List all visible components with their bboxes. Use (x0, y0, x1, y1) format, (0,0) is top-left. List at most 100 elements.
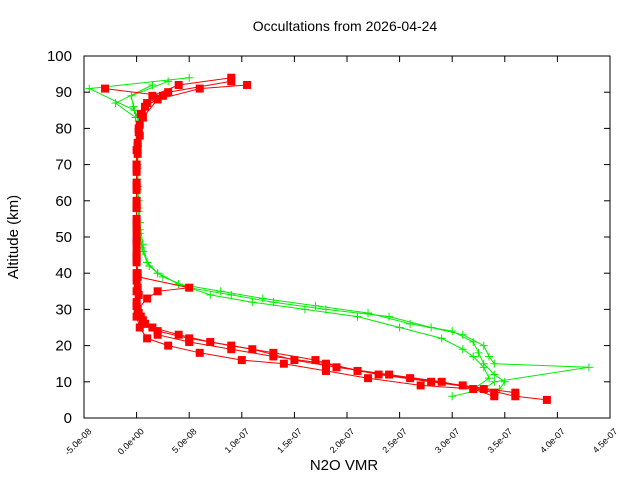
data-point-square (148, 91, 157, 100)
data-point-square (206, 337, 215, 346)
data-point-square (174, 330, 183, 339)
data-point-square (427, 377, 436, 386)
series-layer (85, 73, 593, 404)
data-point-plus (458, 330, 467, 339)
data-point-plus (353, 312, 362, 321)
x-tick-label: 3.0e-07 (433, 426, 462, 455)
x-tick-label: -5.0e-08 (63, 426, 94, 457)
data-point-square (132, 269, 141, 278)
data-point-square (132, 204, 141, 213)
x-tick-label: 4.5e-07 (591, 426, 620, 455)
data-point-square (174, 80, 183, 89)
data-point-square (143, 294, 152, 303)
data-point-plus (490, 359, 499, 368)
data-point-plus (490, 377, 499, 386)
data-point-square (353, 366, 362, 375)
chart-title: Occultations from 2026-04-24 (253, 18, 438, 34)
x-tick-label: 3.5e-07 (486, 426, 515, 455)
data-point-square (406, 374, 415, 383)
data-point-square (101, 84, 110, 93)
data-point-square (227, 73, 236, 82)
data-point-plus (206, 290, 215, 299)
series-1 (101, 73, 551, 404)
data-point-square (458, 381, 467, 390)
data-point-square (479, 385, 488, 394)
data-point-square (141, 102, 150, 111)
data-point-plus (448, 392, 457, 401)
data-point-plus (469, 352, 478, 361)
y-tick-label: 60 (55, 193, 72, 210)
data-point-square (148, 323, 157, 332)
data-point-square (185, 334, 194, 343)
y-axis-label: Altitude (km) (5, 195, 22, 279)
y-tick-label: 80 (55, 120, 72, 137)
data-point-square (132, 182, 141, 191)
data-point-plus (479, 363, 488, 372)
data-point-square (511, 388, 520, 397)
y-tick-label: 10 (55, 374, 72, 391)
data-point-square (195, 84, 204, 93)
data-point-plus (364, 309, 373, 318)
data-point-square (332, 363, 341, 372)
data-point-square (437, 377, 446, 386)
data-point-square (290, 356, 299, 365)
data-point-square (248, 345, 257, 354)
data-point-plus (485, 352, 494, 361)
data-point-square (133, 138, 142, 147)
data-point-square (135, 120, 144, 129)
data-point-square (132, 312, 141, 321)
y-tick-label: 70 (55, 157, 72, 174)
data-point-plus (448, 327, 457, 336)
data-point-square (321, 359, 330, 368)
data-point-plus (584, 363, 593, 372)
data-point-plus (458, 345, 467, 354)
y-tick-label: 40 (55, 265, 72, 282)
data-point-plus (437, 334, 446, 343)
data-point-square (132, 146, 141, 155)
data-point-square (132, 160, 141, 169)
data-point-plus (227, 290, 236, 299)
series-1-profile-1-line (136, 84, 495, 397)
data-point-square (469, 385, 478, 394)
data-point-square (364, 374, 373, 383)
data-point-plus (427, 323, 436, 332)
x-axis-label: N2O VMR (310, 457, 379, 474)
x-tick-label: 0.0e+00 (116, 426, 146, 456)
data-point-plus (216, 287, 225, 296)
data-point-square (385, 370, 394, 379)
data-point-square (153, 327, 162, 336)
data-point-plus (111, 99, 120, 108)
data-point-square (243, 80, 252, 89)
y-tick-label: 50 (55, 229, 72, 246)
data-point-plus (490, 370, 499, 379)
data-point-square (269, 348, 278, 357)
data-point-plus (485, 374, 494, 383)
data-point-square (542, 395, 551, 404)
data-point-plus (500, 377, 509, 386)
data-point-plus (174, 280, 183, 289)
data-point-square (132, 247, 141, 256)
data-point-square (311, 356, 320, 365)
data-point-plus (185, 73, 194, 82)
y-tick-label: 100 (47, 48, 72, 65)
data-point-plus (143, 258, 152, 267)
data-point-square (185, 283, 194, 292)
x-tick-label: 1.0e-07 (223, 426, 252, 455)
series-1-profile-2-line (136, 77, 516, 394)
data-point-square (135, 323, 144, 332)
data-point-plus (406, 319, 415, 328)
data-point-plus (300, 305, 309, 314)
data-point-plus (395, 323, 404, 332)
x-tick-label: 1.5e-07 (275, 426, 304, 455)
data-point-plus (248, 298, 257, 307)
y-tick-label: 90 (55, 84, 72, 101)
data-point-plus (385, 312, 394, 321)
series-0-profile-0-line (130, 80, 506, 394)
x-tick-label: 5.0e-08 (170, 426, 199, 455)
y-tick-label: 0 (64, 410, 72, 427)
data-point-plus (85, 84, 94, 93)
x-tick-label: 2.5e-07 (380, 426, 409, 455)
data-point-square (164, 341, 173, 350)
data-point-plus (164, 77, 173, 86)
data-point-square (490, 388, 499, 397)
